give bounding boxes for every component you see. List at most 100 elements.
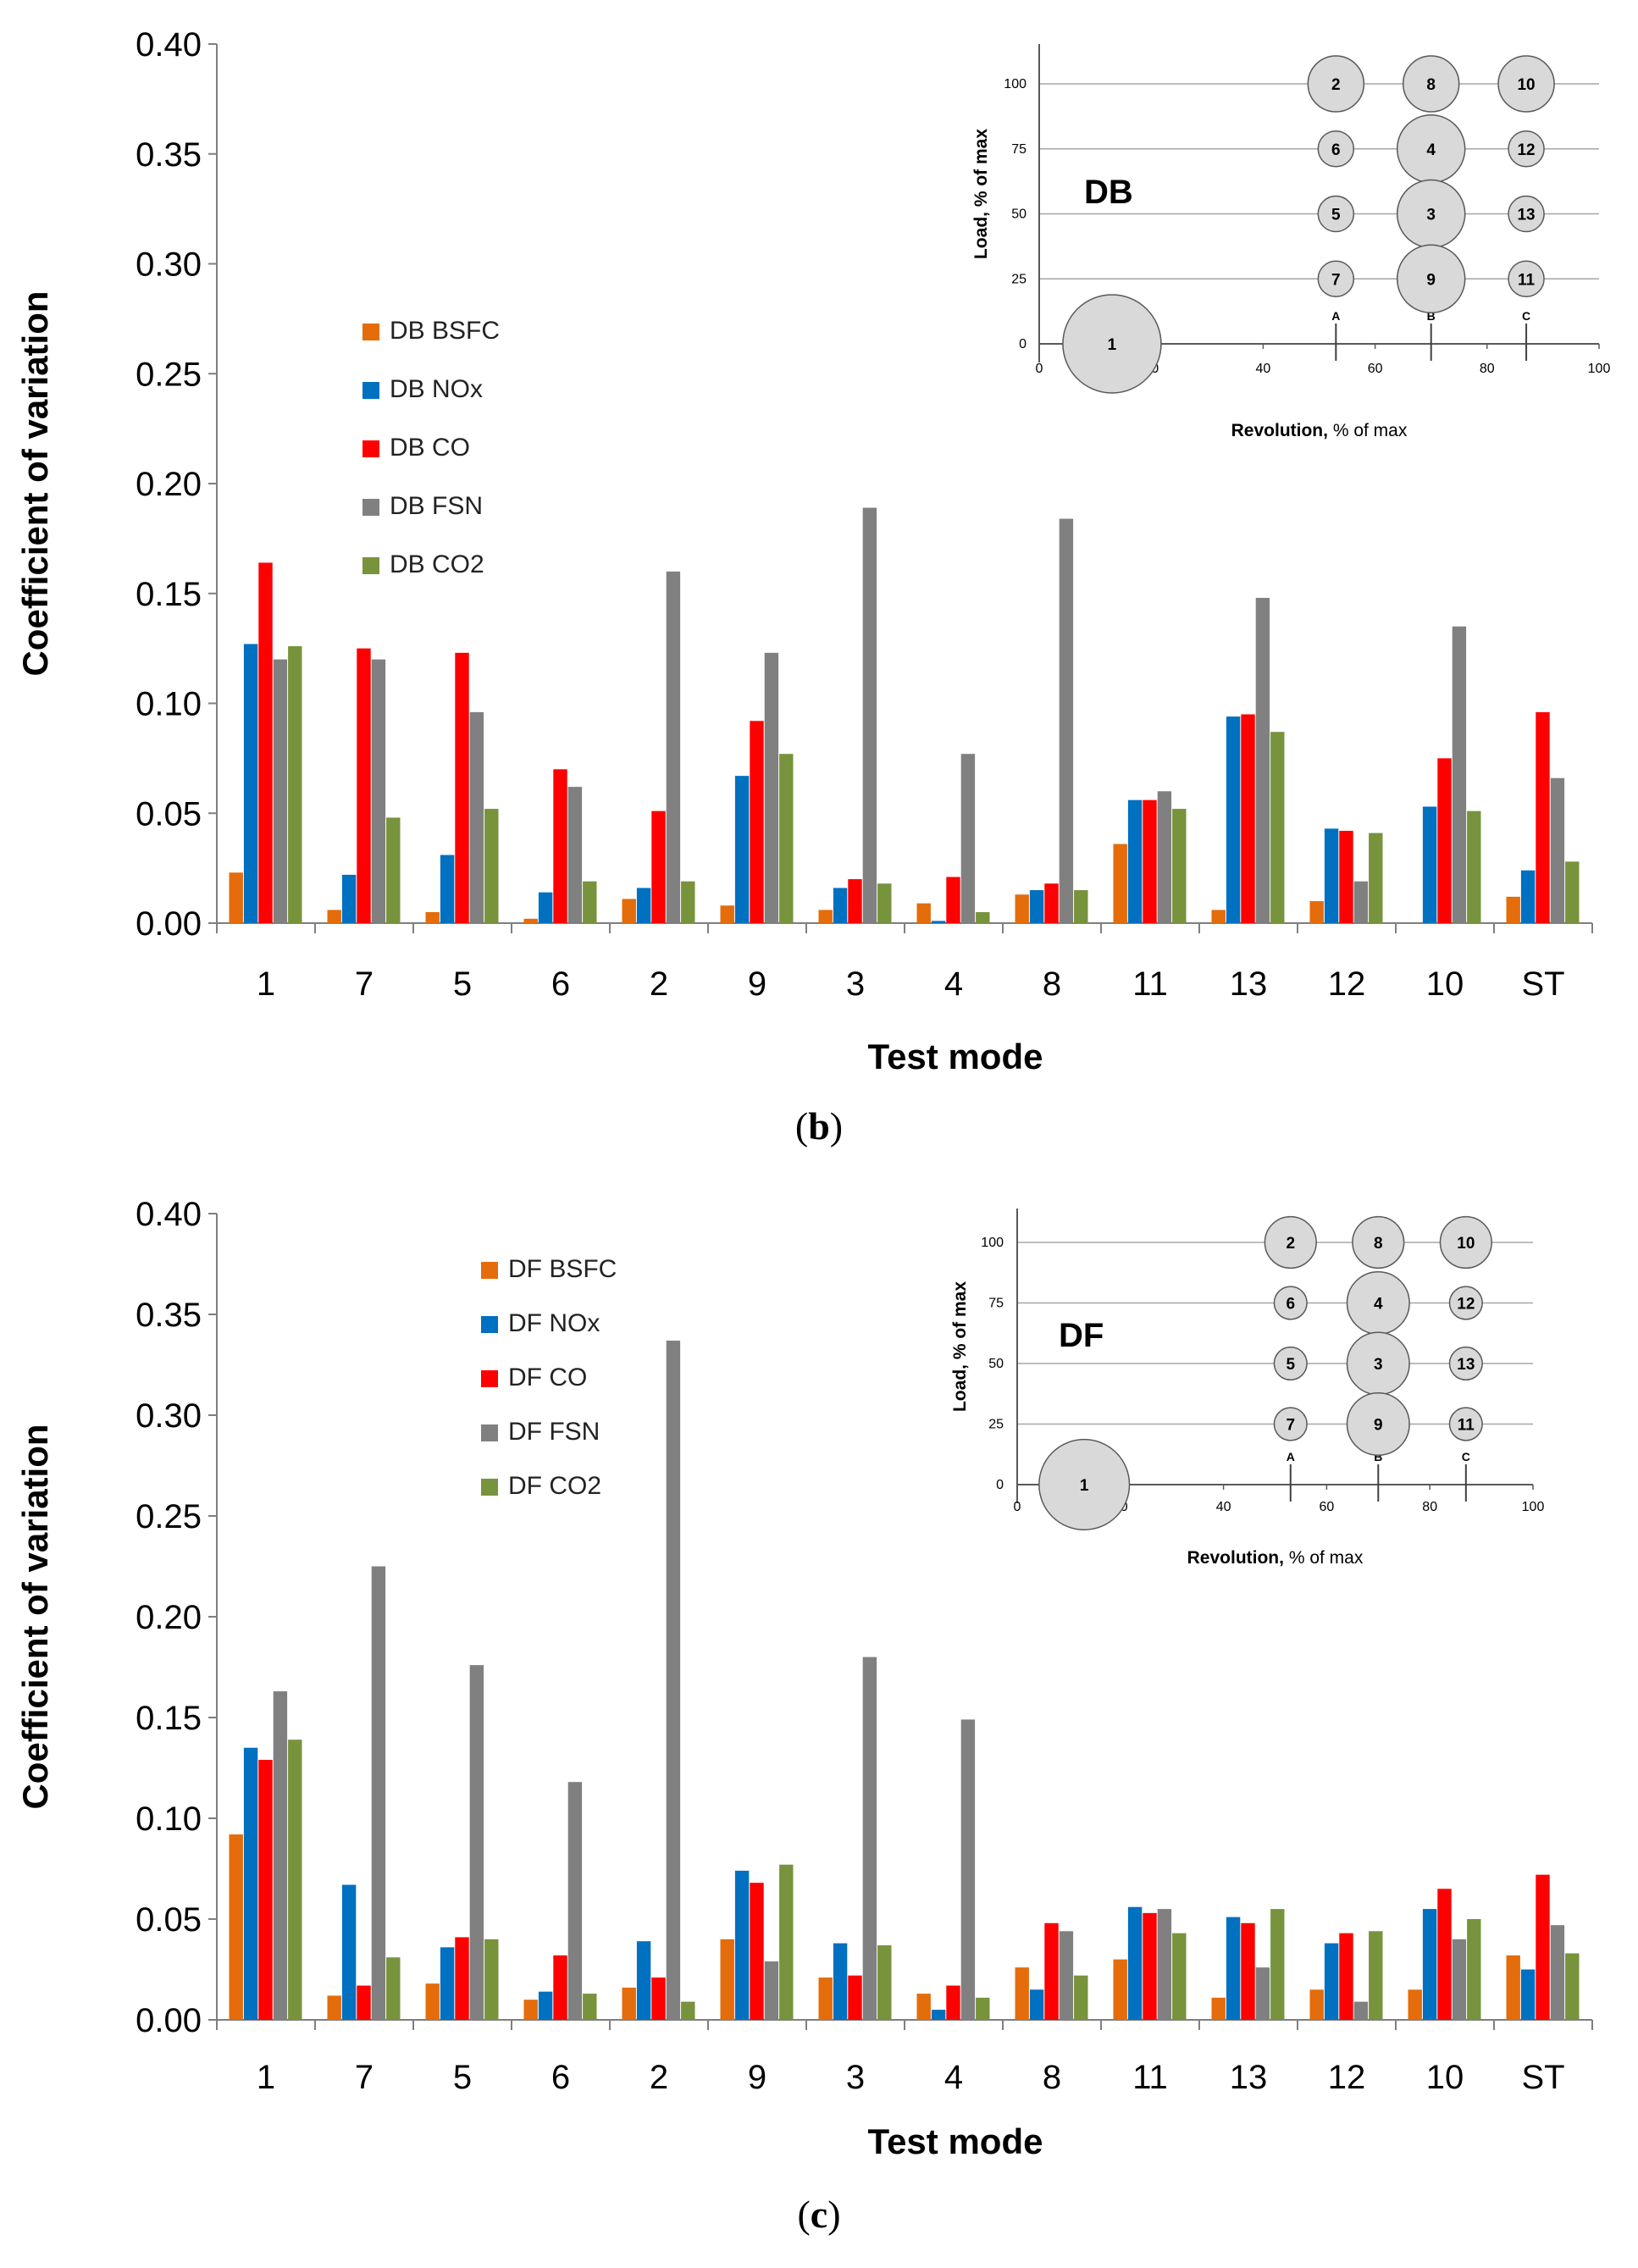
inset-mode-label: 11 bbox=[1458, 1417, 1475, 1435]
bar-co2 bbox=[877, 1944, 892, 2020]
inset-mode-bubble bbox=[1346, 1391, 1410, 1457]
bar-co2 bbox=[1467, 1919, 1481, 2020]
inset-mode-bubble bbox=[1273, 1346, 1308, 1381]
bar-co bbox=[1437, 758, 1452, 923]
bar-bsfc bbox=[1211, 1997, 1226, 2020]
bar-bsfc bbox=[425, 912, 440, 923]
inset-mode-bubble bbox=[1448, 1407, 1483, 1441]
y-tick-label: 0.40 bbox=[136, 1196, 202, 1233]
bar-co bbox=[1437, 1889, 1452, 2020]
legend-label-co2: DF CO2 bbox=[508, 1472, 601, 1500]
inset-x-tick-label: 60 bbox=[1368, 362, 1383, 376]
inset-y-tick-label: 50 bbox=[988, 1357, 1004, 1371]
legend-label-co: DB CO bbox=[390, 434, 470, 462]
bar-fsn bbox=[1452, 1939, 1467, 2020]
y-tick-label: 0.20 bbox=[136, 466, 202, 503]
x-tick-label: 10 bbox=[1426, 965, 1464, 1003]
inset-x-tick-label: 0 bbox=[1036, 362, 1043, 376]
inset-mode-label: 11 bbox=[1518, 271, 1536, 289]
x-tick-label: 11 bbox=[1132, 965, 1168, 1003]
x-axis-title: Test mode bbox=[868, 2121, 1043, 2161]
legend-swatch-bsfc bbox=[362, 324, 379, 340]
inset-mode-label: 5 bbox=[1331, 207, 1341, 224]
bar-fsn bbox=[1452, 626, 1467, 923]
bar-bsfc bbox=[1309, 901, 1324, 923]
bar-bsfc bbox=[229, 872, 243, 923]
inset-mode-bubble bbox=[1317, 260, 1355, 297]
bar-co bbox=[1536, 711, 1550, 923]
bar-fsn bbox=[862, 1657, 877, 2020]
bar-nox bbox=[931, 2010, 946, 2020]
x-tick-label: 7 bbox=[355, 2059, 374, 2096]
inset-y-tick-label: 0 bbox=[1019, 337, 1027, 351]
x-tick-label: 13 bbox=[1230, 2059, 1268, 2096]
bar-bsfc bbox=[622, 1987, 636, 2020]
inset-x-tick-label: 80 bbox=[1422, 1500, 1437, 1514]
bar-nox bbox=[1422, 806, 1437, 923]
bar-co2 bbox=[583, 881, 597, 923]
bar-co bbox=[1143, 1912, 1157, 2020]
inset-mode-label: 3 bbox=[1374, 1356, 1383, 1374]
y-tick-label: 0.05 bbox=[136, 1901, 202, 1939]
x-tick-label: 9 bbox=[748, 965, 766, 1003]
bar-bsfc bbox=[1113, 1959, 1127, 2020]
legend-label-bsfc: DB BSFC bbox=[390, 317, 500, 345]
panel-label-part: ) bbox=[827, 2193, 840, 2236]
x-tick-label: 5 bbox=[453, 965, 472, 1003]
x-tick-label: 12 bbox=[1328, 965, 1366, 1003]
bar-co2 bbox=[583, 1994, 597, 2020]
inset-mode-bubble bbox=[1317, 130, 1355, 168]
bar-bsfc bbox=[1015, 894, 1029, 923]
inset-x-axis-title: Revolution, % of max bbox=[1231, 421, 1408, 440]
bar-co bbox=[848, 879, 862, 923]
bar-nox bbox=[1127, 1906, 1143, 2020]
bar-fsn bbox=[1550, 777, 1565, 923]
bar-nox bbox=[636, 888, 651, 923]
y-tick-label: 0.20 bbox=[136, 1599, 202, 1636]
inset-y-tick-label: 0 bbox=[996, 1478, 1004, 1492]
legend-swatch-bsfc bbox=[481, 1262, 498, 1279]
legend-label-bsfc: DF BSFC bbox=[508, 1255, 617, 1283]
bar-bsfc bbox=[523, 918, 538, 923]
inset-mode-label: 4 bbox=[1426, 141, 1436, 159]
inset-y-axis-title: Load, % of max bbox=[971, 129, 991, 259]
legend-label-fsn: DB FSN bbox=[390, 492, 483, 520]
legend-label-nox: DF NOx bbox=[508, 1309, 600, 1337]
inset-speed-marker-label: C bbox=[1462, 1450, 1470, 1463]
bar-nox bbox=[538, 1991, 553, 2020]
test-mode-inset: 0255075100020406080100ABC128106412531379… bbox=[950, 1209, 1544, 1568]
bar-co2 bbox=[1565, 1953, 1580, 2020]
bar-fsn bbox=[469, 711, 484, 923]
inset-mode-label: 5 bbox=[1286, 1356, 1295, 1374]
bar-fsn bbox=[273, 659, 288, 923]
bar-bsfc bbox=[229, 1834, 243, 2020]
inset-mode-bubble bbox=[1439, 1215, 1492, 1270]
legend-label-nox: DB NOx bbox=[390, 375, 483, 403]
bar-co bbox=[946, 1985, 960, 2020]
y-tick-label: 0.00 bbox=[136, 2002, 202, 2039]
bar-nox bbox=[636, 1941, 651, 2020]
bar-co bbox=[553, 1955, 567, 2020]
inset-speed-marker-label: C bbox=[1522, 309, 1530, 323]
inset-badge: DF bbox=[1059, 1317, 1104, 1354]
bar-bsfc bbox=[1113, 844, 1127, 923]
inset-mode-label: 2 bbox=[1286, 1235, 1295, 1253]
inset-y-tick-label: 75 bbox=[988, 1297, 1004, 1311]
inset-y-tick-label: 50 bbox=[1011, 207, 1027, 222]
bar-nox bbox=[1226, 716, 1241, 923]
legend-label-fsn: DF FSN bbox=[508, 1418, 600, 1446]
bar-fsn bbox=[862, 507, 877, 923]
inset-mode-label: 9 bbox=[1426, 271, 1436, 289]
bar-nox bbox=[341, 874, 357, 923]
x-tick-label: ST bbox=[1521, 965, 1564, 1003]
inset-mode-label: 10 bbox=[1457, 1235, 1475, 1253]
inset-mode-label: 9 bbox=[1374, 1417, 1383, 1435]
y-tick-label: 0.25 bbox=[136, 1498, 202, 1535]
bar-nox bbox=[1324, 1943, 1339, 2020]
y-tick-label: 0.30 bbox=[136, 246, 202, 284]
bar-nox bbox=[1520, 870, 1536, 923]
inset-mode-bubble bbox=[1352, 1215, 1405, 1270]
x-tick-label: 8 bbox=[1043, 2059, 1061, 2096]
bar-fsn bbox=[371, 659, 386, 923]
